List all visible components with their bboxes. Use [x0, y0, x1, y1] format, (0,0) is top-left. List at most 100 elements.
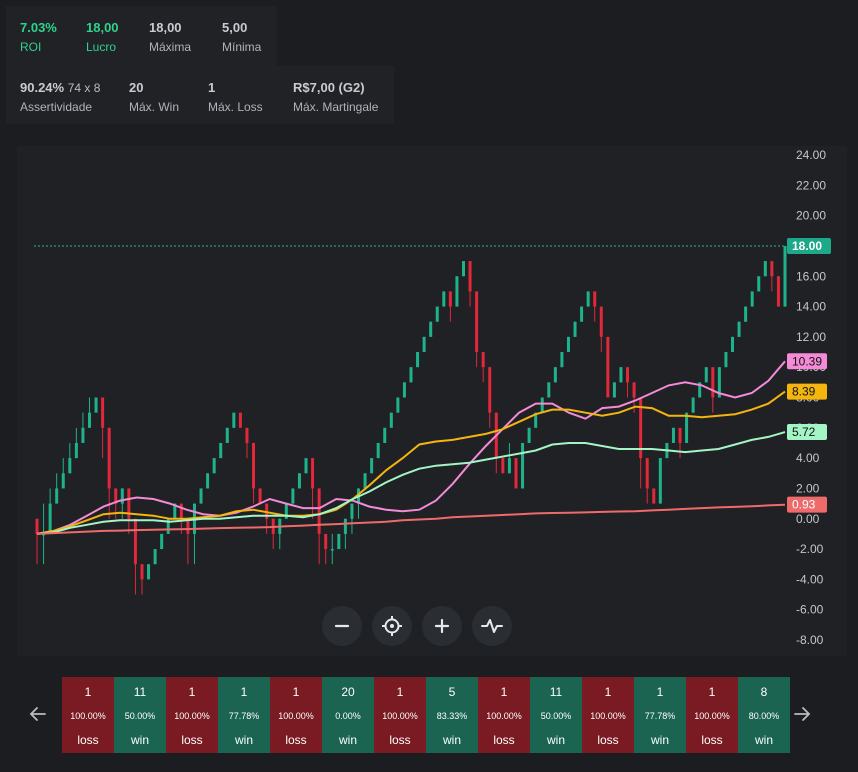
result-percent: 50.00%	[540, 711, 572, 721]
candle	[678, 427, 682, 443]
result-percent: 100.00%	[590, 711, 626, 721]
ma-value-badge	[787, 424, 827, 441]
candle	[304, 458, 308, 474]
candle	[593, 291, 597, 307]
result-card[interactable]: 20 0.00% win	[322, 677, 374, 753]
indicators-button[interactable]	[472, 606, 512, 646]
zoom-out-button[interactable]	[322, 606, 362, 646]
result-card[interactable]: 1 100.00% loss	[270, 677, 322, 753]
ma-value-badge	[787, 383, 827, 400]
candle	[698, 382, 702, 398]
candle	[396, 397, 400, 413]
result-count: 8	[760, 685, 768, 699]
stat-max-win-value: 20	[129, 80, 144, 95]
candle	[416, 352, 420, 368]
candle	[619, 367, 623, 383]
result-card[interactable]: 1 100.00% loss	[582, 677, 634, 753]
result-card[interactable]: 1 100.00% loss	[686, 677, 738, 753]
candle	[461, 261, 465, 277]
stat-accuracy-label: Assertividade	[20, 100, 93, 114]
candle	[370, 458, 374, 474]
candle	[580, 306, 584, 322]
result-count: 5	[448, 685, 456, 699]
candle	[317, 488, 321, 534]
stat-max-martingale-value: R$7,00 (G2)	[293, 80, 365, 95]
candle	[291, 488, 295, 504]
y-tick-label: 0.00	[796, 512, 820, 526]
result-card[interactable]: 1 100.00% loss	[374, 677, 426, 753]
result-count: 1	[84, 685, 92, 699]
ma-value-badge	[787, 496, 827, 513]
candle	[284, 503, 288, 519]
candle	[173, 503, 177, 519]
ma-line	[36, 360, 786, 535]
result-count: 1	[708, 685, 716, 699]
y-tick-label: 14.00	[796, 300, 826, 314]
result-card[interactable]: 1 100.00% loss	[478, 677, 530, 753]
candle	[94, 397, 98, 413]
candle	[107, 427, 111, 489]
stat-min-label: Mínima	[222, 40, 262, 54]
result-label: win	[338, 733, 357, 747]
candle	[343, 518, 347, 534]
result-count: 1	[604, 685, 612, 699]
result-card[interactable]: 1 100.00% loss	[166, 677, 218, 753]
result-label: loss	[181, 733, 203, 747]
candle	[501, 458, 505, 474]
candle	[383, 427, 387, 443]
minus-icon	[334, 624, 350, 628]
result-card[interactable]: 1 77.78% win	[634, 677, 686, 753]
stat-max-martingale: R$7,00 (G2) Máx. Martingale	[293, 80, 378, 114]
candle	[297, 473, 301, 489]
result-card[interactable]: 5 83.33% win	[426, 677, 478, 753]
candle	[717, 367, 721, 398]
next-button[interactable]	[791, 703, 813, 725]
chart-panel[interactable]: 24.0022.0020.0018.0016.0014.0012.0010.00…	[17, 146, 847, 656]
candle	[770, 261, 774, 277]
candle	[179, 503, 183, 519]
result-percent: 80.00%	[748, 711, 780, 721]
candle	[422, 336, 426, 353]
candle	[87, 412, 91, 428]
candle	[442, 291, 446, 307]
stats-summary-panel: 7.03% ROI 18,00 Lucro 18,00 Máxima 5,00 …	[6, 6, 277, 66]
zoom-in-button[interactable]	[422, 606, 462, 646]
crosshair-icon	[382, 616, 402, 636]
candle	[120, 488, 124, 504]
candle	[114, 488, 118, 504]
y-tick-label: 12.00	[796, 330, 826, 344]
candle	[61, 473, 65, 489]
candle	[140, 564, 144, 580]
result-card[interactable]: 1 77.78% win	[218, 677, 270, 753]
stat-accuracy-ratio: 74 x 8	[67, 81, 101, 95]
candlestick-chart[interactable]: 24.0022.0020.0018.0016.0014.0012.0010.00…	[17, 146, 847, 656]
ma-line	[36, 390, 786, 535]
result-card[interactable]: 1 100.00% loss	[62, 677, 114, 753]
candle	[324, 533, 328, 550]
candle	[691, 397, 695, 413]
result-card[interactable]: 8 80.00% win	[738, 677, 790, 753]
result-percent: 100.00%	[382, 711, 418, 721]
result-card[interactable]: 11 50.00% win	[530, 677, 582, 753]
y-tick-label: -8.00	[796, 633, 824, 647]
stat-profit-label: Lucro	[86, 40, 117, 54]
candle	[645, 458, 649, 489]
result-card[interactable]: 11 50.00% win	[114, 677, 166, 753]
result-count: 20	[341, 685, 355, 699]
stat-roi-label: ROI	[20, 40, 42, 54]
result-count: 1	[396, 685, 404, 699]
center-button[interactable]	[372, 606, 412, 646]
result-label: win	[130, 733, 149, 747]
candle	[776, 276, 780, 307]
prev-button[interactable]	[27, 703, 49, 725]
result-label: loss	[77, 733, 99, 747]
y-tick-label: -4.00	[796, 572, 824, 586]
result-percent: 100.00%	[694, 711, 730, 721]
candle	[534, 412, 538, 428]
arrow-right-icon	[794, 707, 810, 721]
candle	[186, 518, 190, 534]
candle	[219, 442, 223, 459]
stat-max-label: Máxima	[149, 40, 192, 54]
candle	[671, 427, 675, 443]
y-tick-label: 16.00	[796, 269, 826, 283]
